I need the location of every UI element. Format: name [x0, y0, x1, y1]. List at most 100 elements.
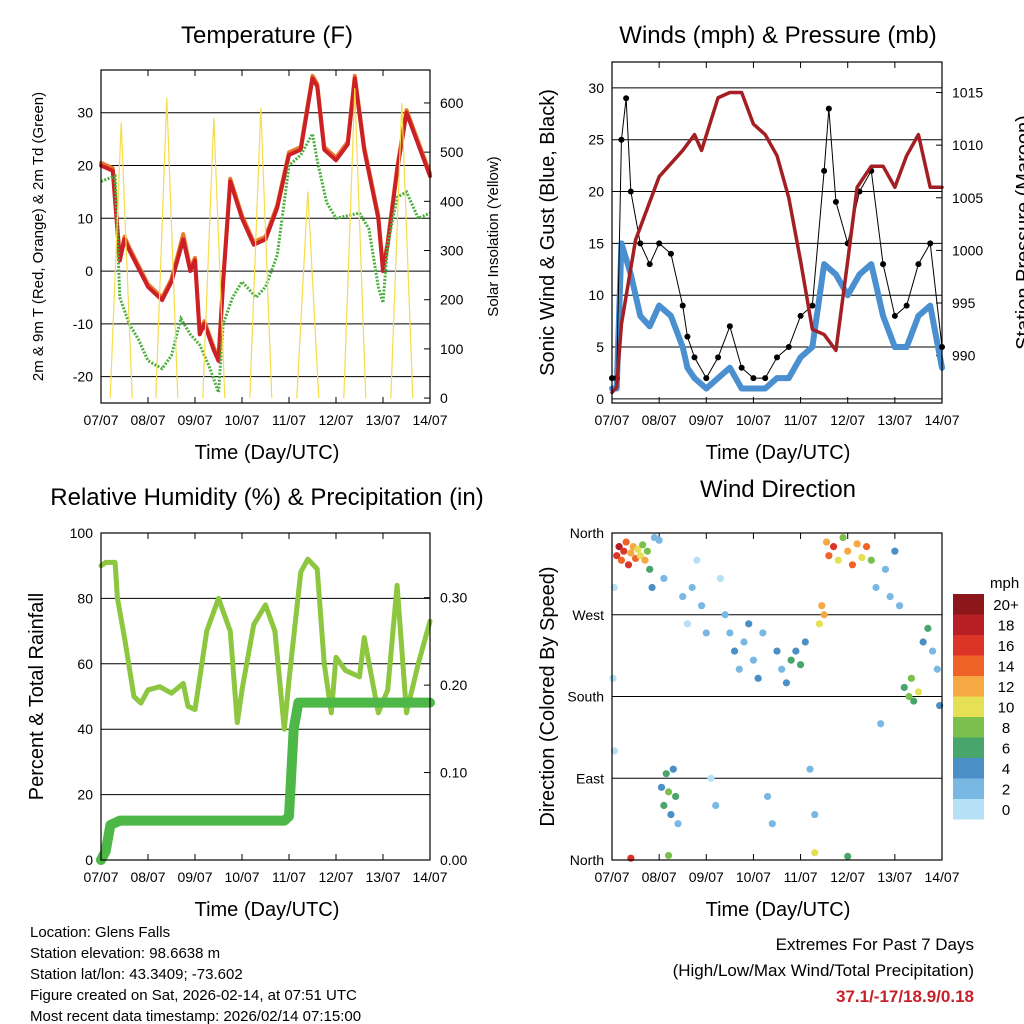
y-tick-label: -10 [73, 316, 93, 332]
y-right-tick-label: 990 [952, 348, 976, 364]
y-right-tick-label: 1010 [952, 137, 983, 153]
chart-title: Relative Humidity (%) & Precipitation (i… [50, 484, 483, 511]
series-line-total-precipitation [96, 697, 435, 865]
wind-direction-point [615, 543, 623, 551]
wind-direction-point [707, 774, 715, 782]
wind-direction-point [627, 549, 635, 557]
series-line-sonic-wind [609, 240, 945, 392]
legend-swatch [953, 696, 984, 717]
wind-direction-point [754, 674, 762, 682]
legend-swatch [953, 594, 984, 615]
wind-direction-point [933, 665, 941, 673]
solar-insolation-peak [109, 122, 133, 399]
wind-direction-point [693, 556, 701, 564]
wind-direction-point [655, 536, 663, 544]
wind-direction-point [782, 679, 791, 687]
x-tick-label: 11/07 [784, 412, 818, 428]
y-tick-label: 60 [77, 656, 93, 672]
wind-direction-point [702, 629, 710, 637]
legend-swatch [953, 676, 984, 697]
wind-direction-point [796, 661, 805, 669]
y-axis-label: 2m & 9m T (Red, Orange) & 2m Td (Green) [30, 92, 47, 381]
legend-swatch [953, 717, 984, 738]
solar-insolation-peak [343, 88, 367, 399]
legend-label: 4 [1002, 761, 1010, 778]
legend-label: 14 [998, 659, 1015, 676]
x-tick-label: 08/07 [130, 869, 165, 885]
y-right-tick-label: 0.10 [440, 765, 467, 781]
x-tick-label: 14/07 [412, 412, 447, 428]
x-tick-label: 10/07 [224, 869, 259, 885]
legend-swatch [953, 799, 984, 820]
wind-direction-point [660, 574, 668, 583]
wind-direction-point [613, 552, 621, 560]
legend-label: 20+ [993, 597, 1019, 614]
x-tick-label: 12/07 [318, 869, 353, 885]
wind-direction-point [928, 647, 937, 655]
y-tick-label: 10 [77, 210, 93, 226]
wind-direction-point [712, 801, 720, 810]
wind-direction-point [679, 592, 687, 601]
y-axis-label: Percent & Total Rainfall [26, 593, 48, 801]
y-right-tick-label: 600 [440, 95, 464, 111]
solar-insolation-peak [296, 191, 320, 399]
x-tick-label: 13/07 [365, 412, 400, 428]
x-axis-label: Time (Day/UTC) [195, 442, 340, 464]
wind-direction-point [801, 638, 809, 646]
legend-swatch [953, 655, 984, 676]
wind-direction-point [844, 852, 852, 860]
series-line-relative-humidity [98, 556, 433, 732]
legend-swatch [953, 758, 984, 779]
wind-direction-point [646, 565, 654, 573]
y-right-tick-label: 300 [440, 243, 464, 259]
x-tick-label: 07/07 [83, 412, 118, 428]
series-line-station-pressure [610, 90, 944, 395]
wind-direction-point [730, 647, 739, 655]
x-tick-label: 07/07 [594, 869, 629, 885]
wind-direction-point [910, 697, 918, 705]
y-axis-label: Direction (Colored By Speed) [537, 566, 559, 826]
x-tick-label: 10/07 [736, 869, 771, 885]
wind-direction-point [905, 692, 913, 701]
y-right-tick-label: 1005 [952, 190, 983, 206]
wind-direction-point [858, 553, 866, 562]
wind-direction-point [872, 583, 880, 592]
x-tick-label: 08/07 [130, 412, 165, 428]
y-tick-label: 0 [596, 391, 604, 407]
wind-direction-point [862, 543, 871, 551]
wind-direction-point [844, 547, 852, 555]
wind-direction-point [900, 683, 908, 692]
wind-direction-point [745, 620, 753, 628]
x-axis-label: Time (Day/UTC) [706, 442, 851, 464]
wind-direction-point [740, 638, 748, 646]
location-text: Location: Glens Falls [30, 924, 171, 941]
legend-swatch [953, 614, 984, 635]
x-tick-label: 13/07 [365, 869, 400, 885]
y-right-tick-label: 0 [440, 390, 448, 406]
wind-direction-point [749, 656, 758, 664]
plot-frame [100, 532, 431, 861]
wind-direction-point [697, 602, 706, 610]
wind-direction-point [662, 770, 670, 778]
elevation-text: Station elevation: 98.6638 m [30, 945, 221, 962]
x-tick-label: 12/07 [830, 869, 865, 885]
legend-label: 8 [1002, 720, 1010, 737]
x-tick-label: 10/07 [736, 412, 771, 428]
x-tick-label: 08/07 [642, 412, 677, 428]
wind-direction-point [648, 583, 656, 592]
legend-label: 0 [1002, 802, 1010, 819]
y-axis-right-label: Solar Insolation (Yellow) [485, 156, 502, 316]
y-tick-label: 30 [77, 105, 93, 121]
solar-insolation-peak [155, 98, 179, 399]
y-tick-label: North [570, 525, 604, 541]
wind-direction-point [763, 792, 772, 801]
wind-direction-point [726, 629, 734, 637]
x-tick-label: 11/07 [784, 869, 818, 885]
y-tick-label: 25 [588, 132, 604, 148]
wind-direction-point [895, 602, 904, 610]
wind-direction-point [907, 674, 915, 682]
wind-direction-point [829, 543, 838, 551]
wind-direction-point [683, 620, 692, 628]
y-right-tick-label: 0.30 [440, 590, 467, 606]
